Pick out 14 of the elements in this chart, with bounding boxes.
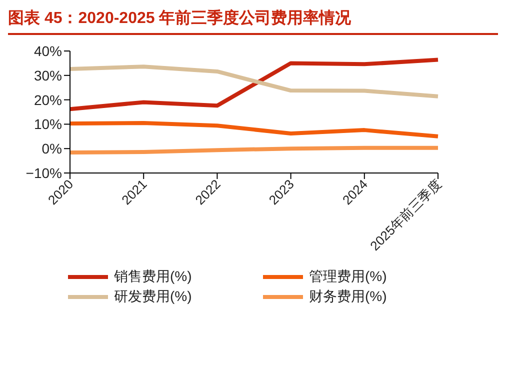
y-tick-label: 10%: [34, 116, 62, 132]
line-series: [68, 120, 440, 138]
chart-title: 图表 45：2020-2025 年前三季度公司费用率情况: [8, 8, 498, 35]
y-tick-label: 40%: [34, 42, 62, 59]
legend-label: 销售费用(%): [114, 268, 192, 286]
line-series: [68, 58, 440, 112]
line-series: [68, 64, 440, 98]
y-tick-label: −10%: [26, 164, 62, 181]
y-tick-label: 20%: [34, 92, 62, 108]
legend-label: 管理费用(%): [309, 268, 387, 286]
legend-label: 研发费用(%): [114, 288, 192, 306]
legend-label: 财务费用(%): [309, 288, 387, 306]
y-tick-label: 30%: [34, 67, 62, 84]
y-tick-label: 0%: [42, 140, 62, 157]
